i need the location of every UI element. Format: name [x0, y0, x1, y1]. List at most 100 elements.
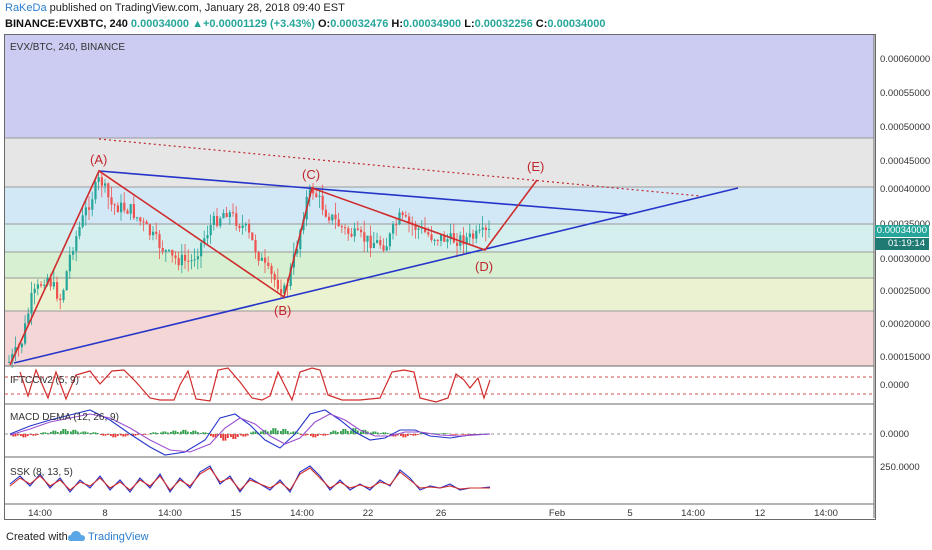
price-axis-label: 0.00040000 — [880, 184, 931, 195]
candle-body — [33, 288, 36, 294]
macd-histogram-bar — [466, 434, 469, 435]
macd-histogram-bar — [386, 433, 389, 434]
macd-histogram-bar — [174, 430, 177, 434]
macd-histogram-bar — [136, 434, 139, 435]
macd-label[interactable]: MACD DEMA (12, 26, 9) — [10, 412, 119, 423]
author-link[interactable]: RaKeDa — [5, 2, 47, 14]
candle-body — [104, 183, 107, 186]
macd-histogram-bar — [454, 434, 457, 435]
macd-histogram-bar — [32, 434, 35, 436]
candle-body — [363, 232, 366, 242]
candle-body — [376, 240, 379, 243]
macd-histogram-bar — [206, 433, 209, 434]
wave-label-e: (E) — [527, 159, 545, 174]
macd-histogram-bar — [444, 433, 447, 434]
macd-histogram-bar — [300, 434, 302, 435]
macd-histogram-bar — [420, 433, 422, 434]
ssk-blue-line — [9, 465, 491, 494]
candle-body — [148, 224, 151, 236]
candle-body — [168, 249, 171, 251]
candle-body — [328, 216, 331, 221]
price-axis-label: 0.00025000 — [880, 286, 931, 297]
macd-histogram-bar — [330, 432, 332, 434]
macd-histogram-bar — [150, 433, 152, 434]
candle-body — [369, 235, 372, 249]
macd-histogram-bar — [202, 432, 205, 434]
candle-body — [75, 236, 78, 252]
macd-histogram-bar — [452, 434, 455, 435]
macd-histogram-bar — [406, 434, 409, 436]
macd-histogram-bar — [222, 434, 225, 441]
published-text: published on TradingView.com, January 28… — [46, 2, 345, 14]
candle-body — [283, 285, 286, 294]
macd-histogram-bar — [332, 430, 335, 434]
macd-histogram-bar — [44, 432, 47, 434]
zone-green — [5, 252, 874, 278]
macd-histogram-bar — [354, 428, 357, 434]
macd-histogram-bar — [164, 431, 167, 434]
macd-histogram-bar — [42, 432, 45, 434]
candle-body — [200, 242, 203, 257]
candle-body — [388, 233, 391, 247]
price-axis-label: 0.00055000 — [880, 88, 931, 99]
candle-body — [465, 237, 468, 245]
candle-body — [100, 177, 103, 186]
macd-histogram-bar — [62, 429, 65, 434]
candle-body — [481, 227, 484, 230]
macd-histogram-bar — [464, 434, 467, 435]
candle-body — [395, 224, 398, 226]
macd-histogram-bar — [54, 430, 57, 434]
price-axis-label: 0.00035000 — [880, 219, 930, 230]
macd-histogram-bar — [40, 433, 42, 434]
macd-histogram-bar — [194, 430, 197, 434]
macd-histogram-bar — [96, 433, 99, 434]
tradingview-link[interactable]: TradingView — [88, 531, 149, 543]
candle-body — [30, 293, 33, 314]
iftcci-label[interactable]: IFTCCIv2 (5, 9) — [10, 375, 79, 386]
candle-body — [280, 289, 283, 294]
macd-histogram-bar — [240, 434, 242, 436]
price-change: +0.00001129 (+3.43%) — [203, 18, 315, 30]
candle-body — [110, 197, 113, 205]
candle-body — [187, 260, 190, 262]
wave-label-d: (D) — [475, 259, 494, 274]
macd-histogram-bar — [224, 434, 227, 441]
candle-body — [446, 239, 449, 242]
publish-header: RaKeDa published on TradingView.com, Jan… — [5, 2, 345, 14]
candle-body — [193, 259, 196, 261]
candle-body — [251, 232, 254, 241]
macd-histogram-bar — [292, 431, 295, 434]
high-value: 0.00034900 — [403, 18, 462, 30]
candle-body — [462, 235, 465, 245]
macd-histogram-bar — [16, 434, 19, 436]
macd-histogram-bar — [210, 434, 212, 436]
time-axis-label: 12 — [754, 508, 766, 519]
macd-histogram-bar — [260, 431, 262, 434]
candle-body — [379, 240, 382, 246]
macd-histogram-bar — [434, 433, 437, 434]
candle-body — [232, 212, 235, 214]
zone-red — [5, 311, 874, 366]
macd-histogram-bar — [232, 434, 235, 439]
time-axis-label: Feb — [548, 508, 566, 519]
candle-body — [436, 239, 439, 241]
ssk-label[interactable]: SSK (8, 13, 5) — [10, 467, 73, 478]
macd-histogram-bar — [36, 434, 39, 435]
candle-body — [372, 242, 375, 249]
macd-histogram-bar — [124, 434, 127, 437]
candlestick-series — [8, 172, 491, 368]
candle-body — [65, 271, 68, 291]
macd-histogram-bar — [410, 434, 412, 435]
macd-histogram-bar — [52, 430, 55, 434]
macd-histogram-bar — [190, 432, 192, 434]
lower-trendline — [13, 187, 739, 364]
upper-trendline — [98, 170, 628, 215]
candle-body — [360, 229, 363, 233]
candle-body — [14, 347, 17, 354]
macd-histogram-bar — [182, 429, 185, 434]
macd-histogram-bar — [416, 434, 419, 435]
macd-histogram-bar — [380, 433, 382, 434]
candle-body — [11, 353, 14, 362]
candle-body — [452, 233, 455, 243]
